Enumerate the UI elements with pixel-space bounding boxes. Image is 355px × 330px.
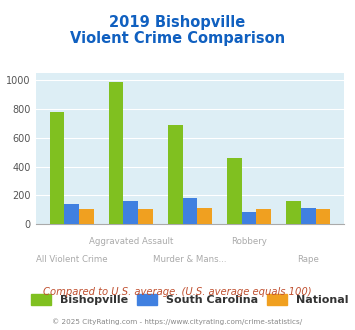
Bar bbox=[182, 198, 197, 224]
Text: 2019 Bishopville: 2019 Bishopville bbox=[109, 15, 246, 30]
Bar bbox=[168, 125, 182, 224]
Bar bbox=[242, 212, 256, 224]
Text: Violent Crime Comparison: Violent Crime Comparison bbox=[70, 31, 285, 46]
Text: All Violent Crime: All Violent Crime bbox=[36, 255, 108, 264]
Bar bbox=[50, 112, 64, 224]
Text: © 2025 CityRating.com - https://www.cityrating.com/crime-statistics/: © 2025 CityRating.com - https://www.city… bbox=[53, 318, 302, 325]
Bar bbox=[316, 209, 330, 224]
Bar bbox=[138, 209, 153, 224]
Legend: Bishopville, South Carolina, National: Bishopville, South Carolina, National bbox=[31, 294, 349, 305]
Text: Compared to U.S. average. (U.S. average equals 100): Compared to U.S. average. (U.S. average … bbox=[43, 287, 312, 297]
Text: Rape: Rape bbox=[297, 255, 319, 264]
Bar bbox=[79, 209, 94, 224]
Bar bbox=[197, 209, 212, 224]
Bar bbox=[64, 204, 79, 224]
Bar bbox=[227, 158, 242, 224]
Text: Murder & Mans...: Murder & Mans... bbox=[153, 255, 227, 264]
Bar bbox=[256, 209, 271, 224]
Bar bbox=[301, 208, 316, 224]
Text: Robbery: Robbery bbox=[231, 237, 267, 246]
Bar bbox=[286, 201, 301, 224]
Text: Aggravated Assault: Aggravated Assault bbox=[89, 237, 173, 246]
Bar bbox=[124, 201, 138, 224]
Bar bbox=[109, 82, 124, 224]
